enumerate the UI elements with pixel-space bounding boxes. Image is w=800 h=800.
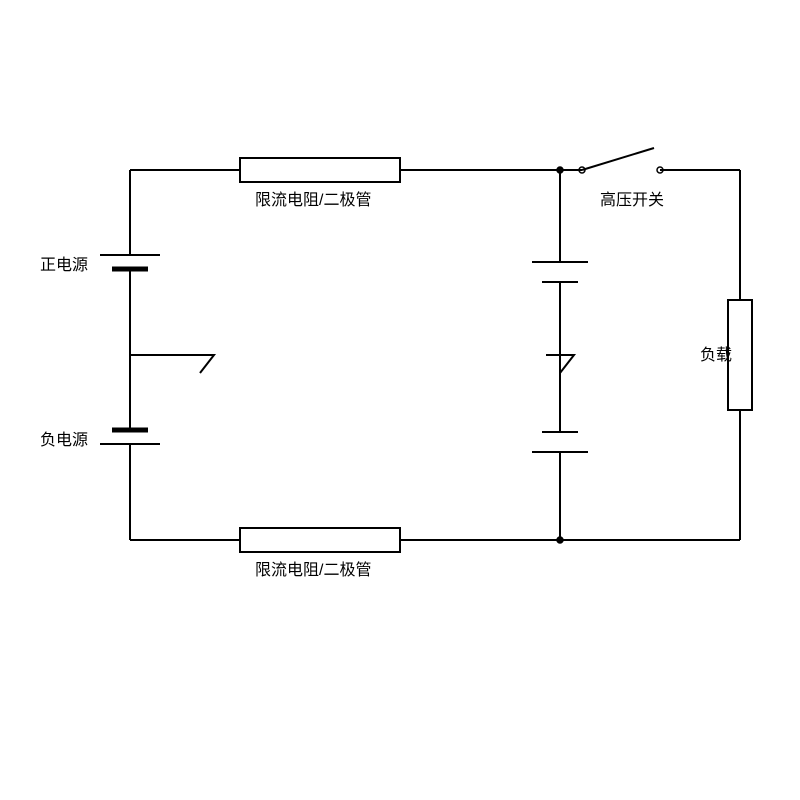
node-cap-bottom (557, 537, 563, 543)
circuit-diagram: 正电源负电源限流电阻/二极管限流电阻/二极管高压开关负载 (0, 0, 800, 800)
label-positive-source: 正电源 (40, 256, 88, 274)
ground-left-icon (186, 355, 214, 373)
label-negative-source: 负电源 (40, 431, 88, 449)
node-cap-top (557, 167, 563, 173)
label-hv-switch: 高压开关 (600, 191, 664, 209)
resistor-bottom (240, 528, 400, 552)
label-bottom-resistor: 限流电阻/二极管 (255, 561, 371, 579)
switch-arm (582, 148, 654, 170)
label-load: 负载 (700, 346, 732, 364)
resistor-top (240, 158, 400, 182)
label-top-resistor: 限流电阻/二极管 (255, 191, 371, 209)
